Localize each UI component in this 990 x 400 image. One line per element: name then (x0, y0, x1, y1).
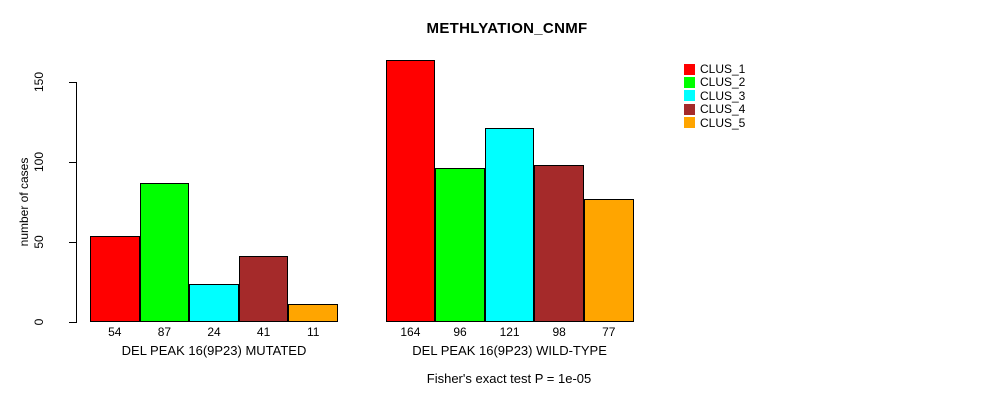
y-tick-label: 150 (32, 71, 46, 93)
legend-label: CLUS_1 (700, 62, 746, 76)
legend-swatch-icon (684, 90, 695, 102)
bar-value-label: 164 (400, 325, 421, 339)
bar-CLUS_2-group2 (435, 168, 485, 322)
y-tick-label: 0 (32, 318, 46, 326)
bar-CLUS_1-group2 (385, 59, 436, 322)
bar-value-label: 24 (207, 325, 221, 339)
bar-CLUS_3-group1 (189, 283, 239, 322)
y-axis-tick (69, 242, 76, 243)
fisher-test-annotation: Fisher's exact test P = 1e-05 (426, 371, 592, 386)
bar-value-label: 54 (108, 325, 122, 339)
legend-swatch-icon (684, 117, 695, 129)
group-label: DEL PEAK 16(9P23) MUTATED (121, 343, 307, 358)
legend-label: CLUS_4 (700, 102, 746, 117)
y-axis-tick (69, 162, 76, 163)
legend-item-CLUS_5: CLUS_5 (684, 117, 745, 129)
y-axis-tick (69, 322, 76, 323)
legend-label: CLUS_2 (700, 75, 746, 90)
bar-CLUS_3-group2 (484, 128, 535, 322)
y-axis-line (76, 82, 77, 323)
legend-swatch-icon (684, 76, 695, 88)
bar-CLUS_4-group2 (534, 165, 584, 322)
y-tick-label: 100 (32, 151, 46, 173)
bar-value-label: 98 (552, 325, 566, 339)
bar-CLUS_2-group1 (139, 182, 190, 322)
legend-item-CLUS_2: CLUS_2 (684, 76, 745, 88)
legend-label: CLUS_5 (700, 115, 746, 130)
legend-item-CLUS_4: CLUS_4 (684, 103, 745, 115)
group-label: DEL PEAK 16(9P23) WILD-TYPE (412, 343, 607, 358)
bar-value-label: 77 (602, 325, 616, 339)
bar-CLUS_5-group1 (288, 304, 338, 322)
bar-value-label: 87 (157, 325, 172, 339)
y-axis-tick (69, 82, 76, 83)
bar-value-label: 121 (499, 325, 520, 339)
bar-CLUS_4-group1 (238, 256, 289, 322)
legend-label: CLUS_3 (700, 88, 746, 103)
y-axis-label: number of cases (17, 157, 31, 247)
legend-item-CLUS_3: CLUS_3 (684, 90, 745, 102)
chart-title: METHLYATION_CNMF (426, 20, 588, 37)
y-tick-label: 50 (32, 235, 46, 249)
bar-CLUS_5-group2 (584, 198, 634, 322)
bar-value-label: 11 (306, 325, 320, 339)
bar-value-label: 96 (453, 325, 467, 339)
bar-CLUS_1-group1 (90, 235, 140, 322)
legend-swatch-icon (684, 103, 695, 115)
legend-item-CLUS_1: CLUS_1 (684, 63, 745, 75)
legend-swatch-icon (684, 63, 695, 75)
bar-value-label: 41 (256, 325, 271, 339)
